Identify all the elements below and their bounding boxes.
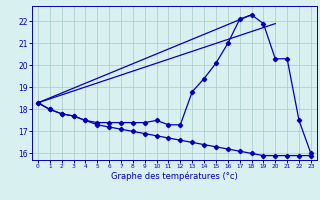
X-axis label: Graphe des températures (°c): Graphe des températures (°c) (111, 172, 238, 181)
